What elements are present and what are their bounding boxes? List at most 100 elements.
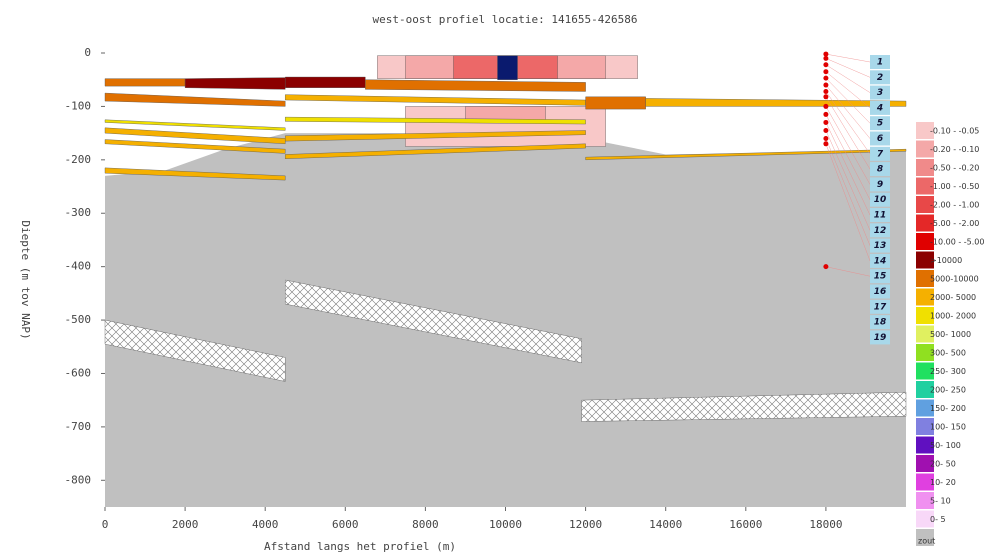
legend-label: -0.10 - -0.05 <box>930 127 979 136</box>
y-tick-label: -500 <box>65 313 92 326</box>
x-tick-label: 4000 <box>252 518 279 531</box>
filter-dot <box>823 141 829 147</box>
legend-swatch <box>916 214 934 232</box>
layer <box>104 92 286 107</box>
legend-swatch <box>916 362 934 380</box>
filter-dot <box>823 75 829 81</box>
well-label: 5 <box>877 119 883 129</box>
legend-label: zout <box>918 537 935 546</box>
legend-swatch <box>916 159 934 176</box>
filter-link <box>825 130 871 231</box>
filter-link <box>825 64 871 93</box>
well-box <box>870 116 890 131</box>
legend-swatch <box>916 122 934 139</box>
y-axis-label: Diepte (m tov NAP) <box>19 220 32 339</box>
legend-swatch <box>916 473 934 491</box>
well-box <box>870 146 890 161</box>
layer <box>585 96 646 110</box>
well-label: 14 <box>874 256 887 266</box>
legend-swatch <box>916 492 934 509</box>
layer <box>645 98 907 107</box>
legend-swatch <box>916 529 934 546</box>
filter-link <box>825 58 871 78</box>
chart-title: west-oost profiel locatie: 141655-426586 <box>373 13 638 26</box>
well-label: 3 <box>877 88 883 98</box>
x-tick-label: 6000 <box>332 518 359 531</box>
filter-dot <box>823 55 829 61</box>
filter-dot <box>823 82 829 88</box>
well-label: 18 <box>874 318 887 328</box>
legend-label: 200- 250 <box>930 386 966 395</box>
y-tick-label: -700 <box>65 420 92 433</box>
layer <box>104 78 186 87</box>
x-tick-label: 14000 <box>649 518 682 531</box>
legend-label: 250- 300 <box>930 367 966 376</box>
filter-dot <box>823 62 829 68</box>
filter-dot <box>823 135 829 141</box>
layer <box>585 148 907 161</box>
filter-link <box>825 53 871 63</box>
layer <box>285 76 366 88</box>
well-label: 17 <box>874 302 887 312</box>
well-label: 15 <box>874 272 887 282</box>
legend-label: 10- 20 <box>930 478 956 487</box>
layer <box>365 79 586 92</box>
filter-link <box>825 122 871 216</box>
hatched-layer <box>104 319 286 382</box>
well-box <box>870 223 890 238</box>
layer <box>104 167 286 181</box>
legend-swatch <box>916 270 934 287</box>
filter-link <box>825 71 871 109</box>
well-label: 1 <box>877 58 883 68</box>
filter-link <box>825 77 871 124</box>
well-label: 19 <box>874 333 887 343</box>
filter-dot <box>823 51 829 57</box>
layer <box>104 119 286 131</box>
legend-swatch <box>916 418 934 435</box>
x-tick-label: 8000 <box>412 518 439 531</box>
well-label: 16 <box>874 287 887 297</box>
y-tick-label: 0 <box>84 46 91 59</box>
y-tick-label: -600 <box>65 366 92 379</box>
x-tick-label: 0 <box>102 518 109 531</box>
well-label: 11 <box>874 211 887 221</box>
well-box <box>870 299 890 314</box>
x-tick-label: 2000 <box>172 518 199 531</box>
legend-swatch <box>916 140 934 158</box>
x-tick-label: 12000 <box>569 518 602 531</box>
filter-dot <box>823 264 829 270</box>
layer <box>285 130 586 142</box>
legend-label: -5.00 - -2.00 <box>930 219 979 228</box>
well-box <box>870 330 890 345</box>
legend-swatch <box>916 233 934 250</box>
legend-label: 50- 100 <box>930 441 961 450</box>
y-tick-label: -800 <box>65 473 92 486</box>
legend-label: 150- 200 <box>930 404 966 413</box>
y-tick-label: -300 <box>65 206 92 219</box>
legend-label: 500- 1000 <box>930 330 971 339</box>
legend-swatch <box>916 381 934 398</box>
layer <box>285 143 586 159</box>
y-tick-label: -200 <box>65 153 92 166</box>
legend-label: 5000-10000 <box>930 275 979 284</box>
x-axis-label: Afstand langs het profiel (m) <box>264 540 456 553</box>
legend-swatch <box>916 325 934 343</box>
legend-swatch <box>916 399 934 417</box>
well-box <box>870 177 890 192</box>
x-tick-label: 18000 <box>809 518 842 531</box>
well-label: 6 <box>877 134 883 144</box>
filter-dot <box>823 111 829 117</box>
x-tick-label: 10000 <box>489 518 522 531</box>
y-tick-label: -400 <box>65 260 92 273</box>
filter-dot <box>823 103 829 109</box>
well-label: 10 <box>874 195 887 205</box>
legend-label: 5- 10 <box>930 497 951 506</box>
legend-label: 100- 150 <box>930 423 966 432</box>
legend-label: -0.50 - -0.20 <box>930 164 979 173</box>
legend-label: -1.00 - -0.50 <box>930 182 979 191</box>
x-tick-label: 16000 <box>729 518 762 531</box>
legend-swatch <box>916 455 934 472</box>
layer <box>285 94 586 106</box>
filter-dot <box>823 88 829 94</box>
legend-label: -0.20 - -0.10 <box>930 145 979 154</box>
